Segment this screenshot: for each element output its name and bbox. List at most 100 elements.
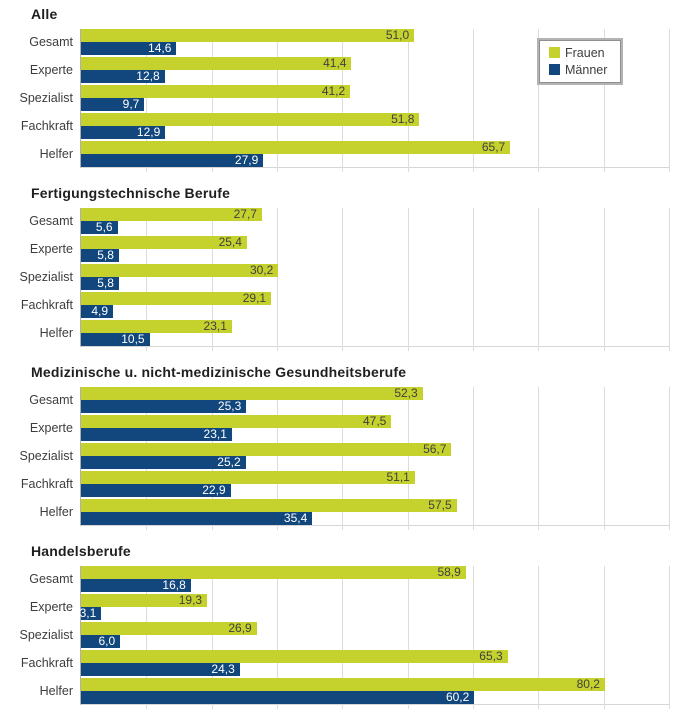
maenner-bar: 10,5 xyxy=(81,333,150,346)
bar-pair: 23,1 10,5 xyxy=(81,320,669,346)
gridline xyxy=(669,29,670,172)
category-label: Spezialist xyxy=(19,628,74,642)
gridline xyxy=(538,208,540,351)
maenner-bar: 5,8 xyxy=(81,277,119,290)
maenner-bar: 5,8 xyxy=(81,249,119,262)
category-label: Helfer xyxy=(39,147,73,161)
bar-pair: 41,2 9,7 xyxy=(81,85,669,111)
maenner-bar: 25,3 xyxy=(81,400,247,413)
bar-pair: 47,5 23,1 xyxy=(81,415,669,441)
maenner-bar: 6,0 xyxy=(81,635,121,648)
bar-value-label: 80,2 xyxy=(576,677,600,691)
bar-value-label: 14,6 xyxy=(148,41,172,55)
frauen-bar: 19,3 xyxy=(81,594,208,607)
bar-pair: 65,3 24,3 xyxy=(81,650,669,676)
category-label: Experte xyxy=(29,242,73,256)
bar-value-label: 65,7 xyxy=(481,140,506,154)
gridline xyxy=(211,566,213,709)
bar-value-label: 27,7 xyxy=(233,207,257,221)
gridline xyxy=(146,566,148,709)
bar-value-label: 23,1 xyxy=(203,319,227,333)
gridline xyxy=(146,29,148,172)
category-label: Gesamt xyxy=(29,35,73,49)
bar-value-label: 12,8 xyxy=(136,69,160,83)
chart-title: Fertigungstechnische Berufe xyxy=(31,185,231,201)
bar-pair: 19,3 3,1 xyxy=(80,594,669,620)
bar-value-label: 16,8 xyxy=(162,578,186,592)
maenner-bar: 4,9 xyxy=(81,305,113,318)
category-label: Experte xyxy=(29,63,73,77)
chart-group: Medizinische u. nicht-medizinische Gesun… xyxy=(2,364,696,530)
bar-value-label: 25,4 xyxy=(218,235,242,249)
gridline xyxy=(277,566,278,709)
gridline xyxy=(603,566,605,709)
bar-pair: 57,5 35,4 xyxy=(81,499,669,525)
frauen-bar: 25,4 xyxy=(81,236,247,249)
maenner-bar: 24,3 xyxy=(81,663,240,676)
bar-value-label: 4,9 xyxy=(91,304,108,318)
gridline xyxy=(538,566,540,709)
gridline xyxy=(603,387,605,530)
frauen-bar: 51,0 xyxy=(81,28,415,42)
plot-area: 27,7 5,6 25,4 5,8 30,2 5,8 29,1 4,9 23,1 10,5 xyxy=(80,208,670,351)
category-label: Spezialist xyxy=(19,270,74,284)
bars-layer: 52,3 25,3 47,5 23,1 56,7 25,2 51,1 22,9 57,5 35,4 xyxy=(81,387,669,525)
gridline xyxy=(473,29,474,172)
category-label: Spezialist xyxy=(19,91,74,105)
legend-label-maenner: Männer xyxy=(565,62,608,77)
gridline xyxy=(277,29,278,172)
bar-value-label: 24,3 xyxy=(211,662,235,676)
chart-title: Medizinische u. nicht-medizinische Gesun… xyxy=(31,364,407,380)
frauen-bar: 51,8 xyxy=(81,112,420,126)
bar-value-label: 9,7 xyxy=(122,97,140,111)
bar-pair: 52,3 25,3 xyxy=(81,387,669,413)
gridline xyxy=(603,208,605,351)
category-label: Helfer xyxy=(39,684,73,698)
bar-value-label: 35,4 xyxy=(283,511,308,525)
gridline xyxy=(669,208,670,351)
plot-area: 52,3 25,3 47,5 23,1 56,7 25,2 51,1 22,9 57,5 35,4 xyxy=(80,387,670,530)
bar-pair: 27,7 5,6 xyxy=(81,208,669,234)
bar-pair: 51,0 14,6 xyxy=(81,29,669,55)
maenner-bar: 16,8 xyxy=(81,579,191,592)
bar-value-label: 10,5 xyxy=(121,332,145,346)
gridline xyxy=(407,387,409,530)
gridline xyxy=(473,208,474,351)
category-label: Experte xyxy=(29,421,73,435)
maenner-bar: 14,6 xyxy=(81,41,177,55)
frauen-bar: 57,5 xyxy=(81,499,457,512)
maenner-bar: 60,2 xyxy=(81,691,475,704)
chart-group: Fertigungstechnische Berufe Gesamt Experte… xyxy=(2,185,696,351)
legend-item-frauen: Frauen xyxy=(549,44,615,61)
legend-item-maenner: Männer xyxy=(549,61,615,78)
frauen-bar: 30,2 xyxy=(81,264,279,277)
frauen-bar: 26,9 xyxy=(81,622,257,635)
bar-pair: 51,1 22,9 xyxy=(81,471,669,497)
maenner-swatch-icon xyxy=(549,64,560,75)
category-axis: Gesamt Experte Spezialist Fachkraft Helfer xyxy=(2,29,80,169)
maenner-bar: 9,7 xyxy=(81,97,145,111)
bar-pair: 80,2 60,2 xyxy=(81,678,669,704)
bar-value-label: 22,9 xyxy=(202,483,226,497)
gridline xyxy=(211,208,213,351)
gridline xyxy=(669,566,670,709)
maenner-bar: 12,9 xyxy=(81,126,166,139)
chart-body: Gesamt Experte Spezialist Fachkraft Helfer 52… xyxy=(2,387,696,530)
bar-value-label: 41,4 xyxy=(323,56,347,70)
gridline xyxy=(277,208,278,351)
frauen-bar: 65,3 xyxy=(81,650,508,663)
chart-group: Handelsberufe Gesamt Experte Spezialist Fach… xyxy=(2,543,696,709)
gridline xyxy=(538,387,540,530)
legend: Frauen Männer xyxy=(537,38,623,85)
category-axis: Gesamt Experte Spezialist Fachkraft Helfer xyxy=(2,566,80,706)
category-label: Experte xyxy=(29,600,73,614)
bar-value-label: 51,0 xyxy=(385,28,410,42)
bar-pair: 41,4 12,8 xyxy=(81,57,669,83)
bar-value-label: 51,1 xyxy=(386,470,410,484)
maenner-bar: 27,9 xyxy=(81,154,264,167)
chart-group: Alle Gesamt Experte Spezialist Fachkraft Helf… xyxy=(2,6,696,172)
gridline xyxy=(603,29,605,172)
bar-pair: 65,7 27,9 xyxy=(81,141,669,167)
bar-value-label: 51,8 xyxy=(391,112,415,126)
bar-value-label: 5,8 xyxy=(97,276,114,290)
